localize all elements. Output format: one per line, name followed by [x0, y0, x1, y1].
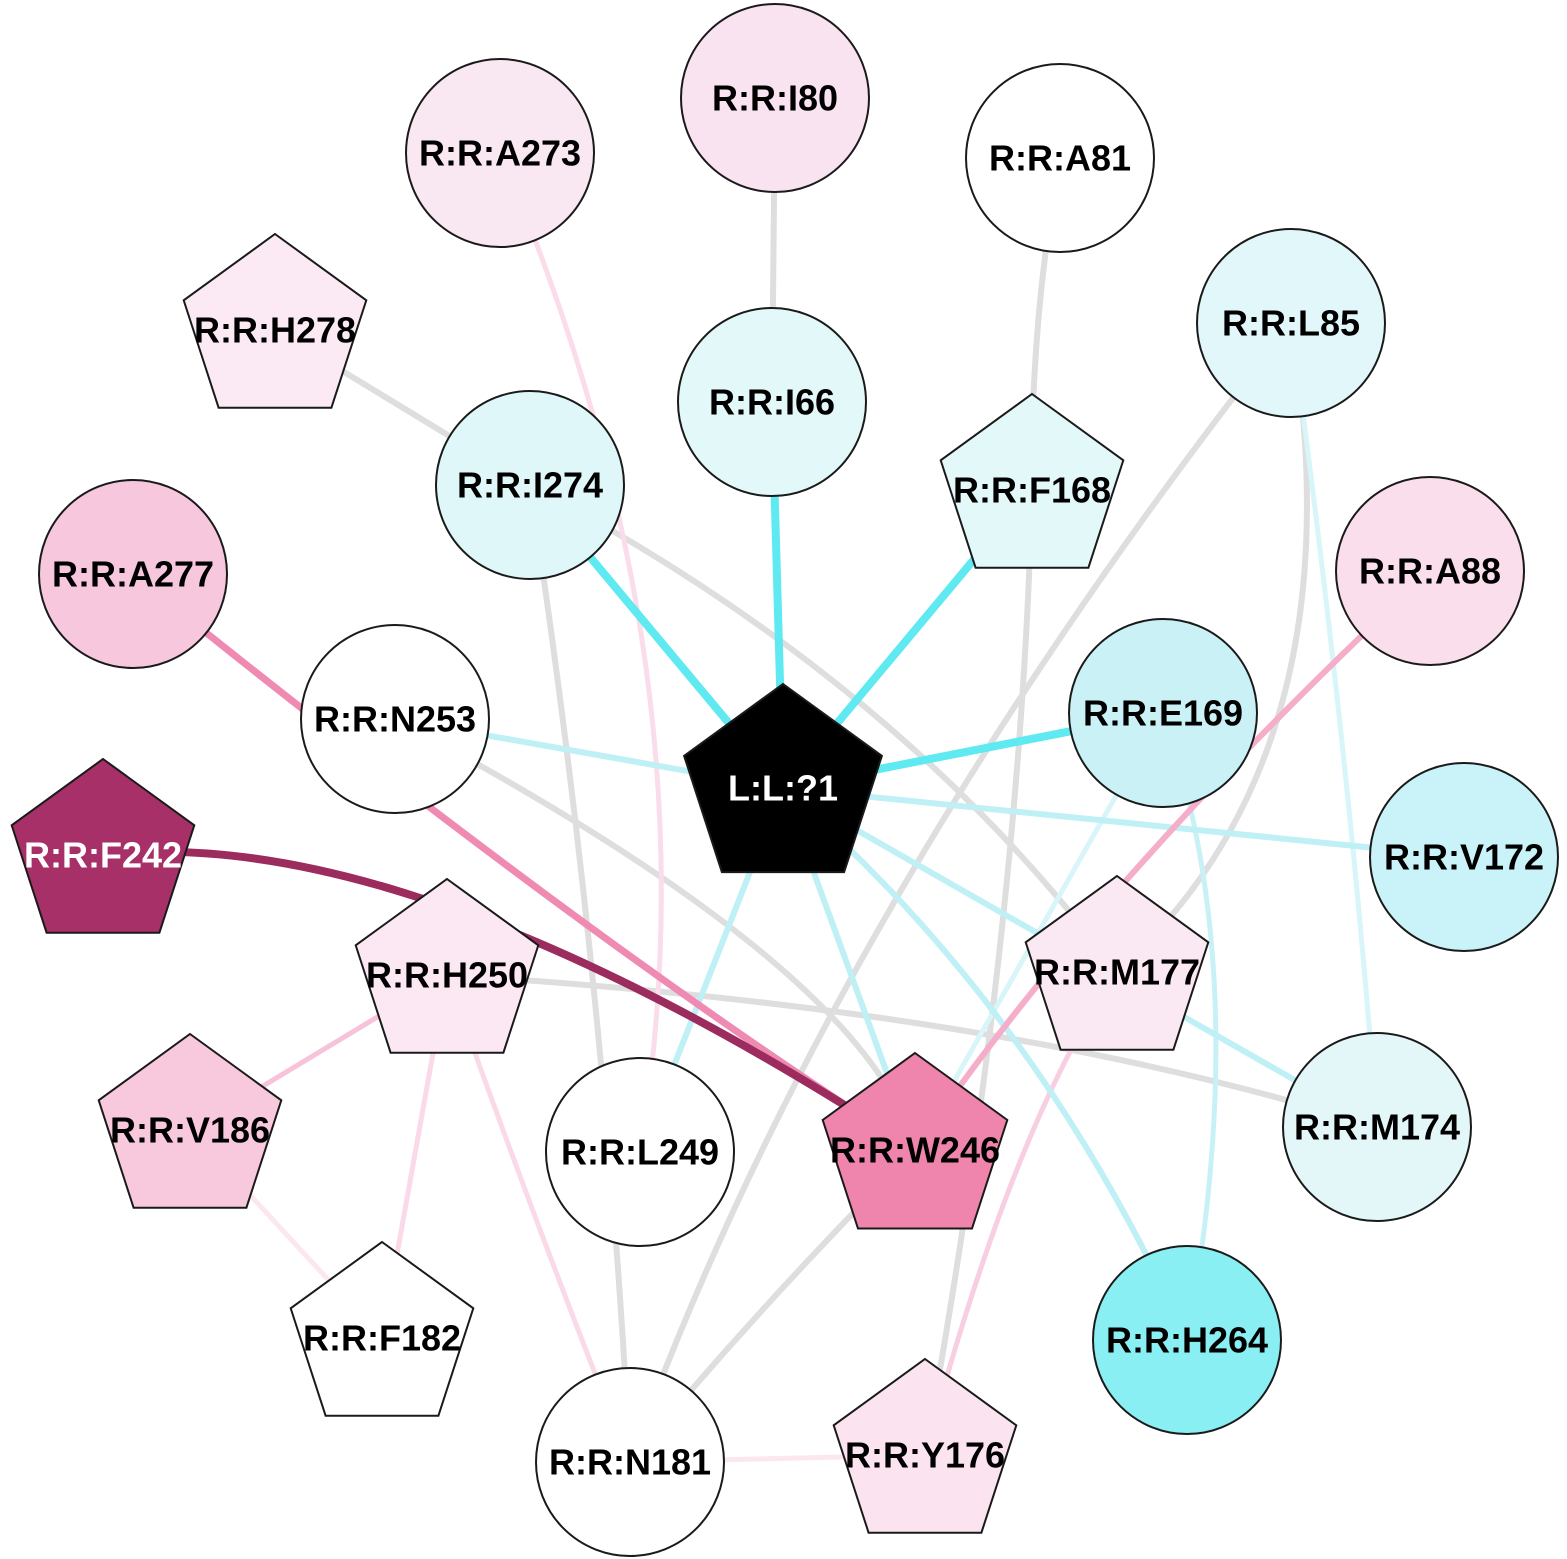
- residue-circle-shape[interactable]: [1335, 476, 1525, 666]
- residue-circle-shape[interactable]: [1092, 1245, 1282, 1435]
- edge-hub-h264: [780, 785, 1190, 1343]
- node-w246[interactable]: R:R:W246: [821, 1051, 1009, 1230]
- edge-a88-w246: [912, 568, 1433, 1153]
- edge-a273-l249: [497, 150, 664, 1155]
- nodes-layer: R:R:I80 R:R:A273 R:R:A81 R:R:H278 R:R:L85 R:R…: [10, 3, 1559, 1557]
- edge-i274-m177: [527, 482, 1120, 975]
- residue-pentagon-shape[interactable]: [10, 757, 196, 934]
- residue-circle-shape[interactable]: [405, 58, 595, 248]
- node-h278[interactable]: R:R:H278: [182, 232, 368, 409]
- residue-pentagon-shape[interactable]: [1024, 874, 1210, 1051]
- residue-circle-shape[interactable]: [435, 390, 625, 580]
- residue-pentagon-shape[interactable]: [821, 1051, 1009, 1230]
- node-n253[interactable]: R:R:N253: [300, 624, 490, 814]
- residue-pentagon-shape[interactable]: [289, 1240, 475, 1417]
- residue-circle-shape[interactable]: [677, 307, 867, 497]
- node-n181[interactable]: R:R:N181: [535, 1367, 725, 1557]
- edge-l85-n181: [627, 320, 1294, 1465]
- node-v186[interactable]: R:R:V186: [97, 1032, 283, 1209]
- node-i66[interactable]: R:R:I66: [677, 307, 867, 497]
- node-a81[interactable]: R:R:A81: [965, 63, 1155, 253]
- edge-h250-m174: [444, 972, 1380, 1130]
- residue-circle-shape[interactable]: [38, 479, 228, 669]
- residue-circle-shape[interactable]: [1196, 228, 1386, 418]
- node-a88[interactable]: R:R:A88: [1335, 476, 1525, 666]
- node-l85[interactable]: R:R:L85: [1196, 228, 1386, 418]
- residue-circle-shape[interactable]: [1068, 618, 1258, 808]
- edge-l85-m174: [1288, 320, 1380, 1130]
- node-e169[interactable]: R:R:E169: [1068, 618, 1258, 808]
- node-i80[interactable]: R:R:I80: [680, 3, 870, 193]
- edge-f168-y176: [922, 487, 1035, 1458]
- node-a277[interactable]: R:R:A277: [38, 479, 228, 669]
- node-hub[interactable]: L:L:?1: [682, 682, 884, 874]
- node-i274[interactable]: R:R:I274: [435, 390, 625, 580]
- residue-circle-shape[interactable]: [300, 624, 490, 814]
- edge-hub-v172: [780, 785, 1467, 860]
- residue-pentagon-shape[interactable]: [182, 232, 368, 409]
- node-m174[interactable]: R:R:M174: [1282, 1032, 1472, 1222]
- residue-circle-shape[interactable]: [535, 1367, 725, 1557]
- node-h264[interactable]: R:R:H264: [1092, 1245, 1282, 1435]
- node-a273[interactable]: R:R:A273: [405, 58, 595, 248]
- residue-pentagon-shape[interactable]: [682, 682, 884, 874]
- node-f168[interactable]: R:R:F168: [939, 392, 1125, 569]
- edge-i274-n181: [527, 482, 633, 1465]
- residue-circle-shape[interactable]: [965, 63, 1155, 253]
- residue-pentagon-shape[interactable]: [939, 392, 1125, 569]
- node-f242[interactable]: R:R:F242: [10, 757, 196, 934]
- node-l249[interactable]: R:R:L249: [545, 1057, 735, 1247]
- residue-circle-shape[interactable]: [680, 3, 870, 193]
- node-h250[interactable]: R:R:H250: [354, 877, 540, 1054]
- residue-pentagon-shape[interactable]: [354, 877, 540, 1054]
- residue-pentagon-shape[interactable]: [97, 1032, 283, 1209]
- node-y176[interactable]: R:R:Y176: [832, 1357, 1018, 1534]
- residue-circle-shape[interactable]: [1282, 1032, 1472, 1222]
- residue-circle-shape[interactable]: [1369, 762, 1559, 952]
- residue-circle-shape[interactable]: [545, 1057, 735, 1247]
- node-v172[interactable]: R:R:V172: [1369, 762, 1559, 952]
- residue-pentagon-shape[interactable]: [832, 1357, 1018, 1534]
